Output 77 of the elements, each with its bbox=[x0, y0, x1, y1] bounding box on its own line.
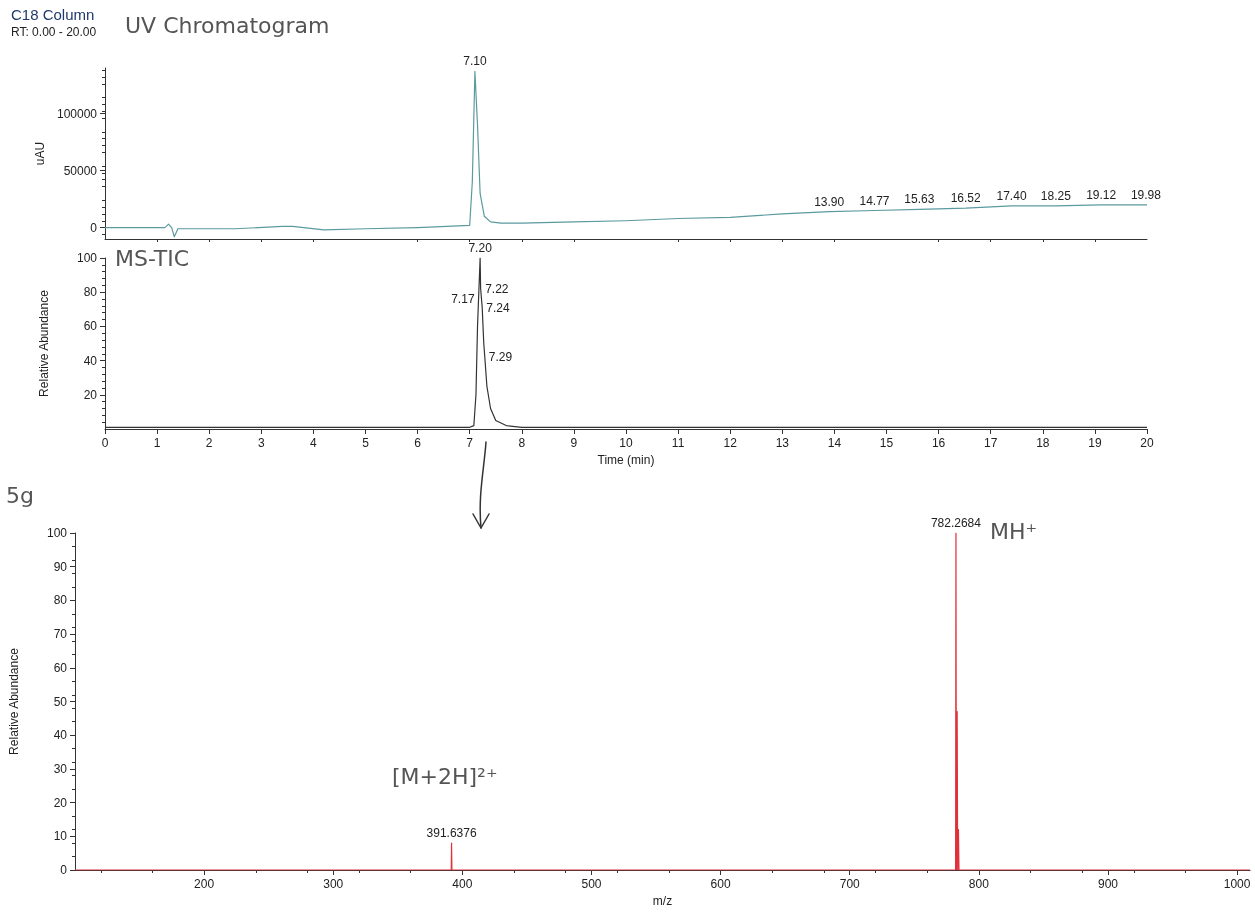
annotation: MH⁺ bbox=[990, 518, 1038, 544]
y-tick-label: 100 bbox=[76, 251, 98, 265]
x-tick-label: 12 bbox=[723, 436, 738, 450]
x-tick-label: 17 bbox=[984, 436, 998, 450]
x-axis-title: Time (min) bbox=[597, 452, 655, 467]
y-tick-label: 60 bbox=[83, 319, 98, 334]
annotation: 7.24 bbox=[486, 300, 510, 315]
annotation: 782.2684 bbox=[930, 516, 982, 530]
y-tick-label: 30 bbox=[53, 761, 68, 776]
annotation: 7.20 bbox=[468, 241, 493, 255]
x-tick-label: 18 bbox=[1036, 436, 1050, 450]
text: 5g bbox=[6, 482, 34, 508]
y-tick-label: 20 bbox=[53, 795, 68, 810]
annotation: 18.25 bbox=[1040, 188, 1072, 203]
x-tick-label: 400 bbox=[452, 877, 473, 891]
x-tick-label: 16 bbox=[931, 436, 946, 450]
y-tick-label: 70 bbox=[53, 627, 68, 642]
y-tick-label: 100 bbox=[46, 526, 68, 540]
x-tick-label: 600 bbox=[710, 877, 731, 891]
x-tick-label: 11 bbox=[671, 436, 685, 450]
x-tick-label: 15 bbox=[879, 436, 894, 450]
y-tick-label: 80 bbox=[53, 593, 68, 608]
y-axis-title: Relative Abundance bbox=[7, 647, 21, 755]
x-tick-label: 1000 bbox=[1223, 877, 1251, 891]
x-tick-label: 0 bbox=[101, 436, 109, 450]
y-tick-label: 60 bbox=[53, 660, 68, 675]
y-tick-label: 50 bbox=[53, 694, 68, 709]
y-tick-label: 40 bbox=[83, 353, 98, 368]
x-tick-label: 300 bbox=[323, 877, 344, 891]
x-tick-label: 900 bbox=[1097, 877, 1119, 891]
y-tick-label: 0 bbox=[60, 863, 68, 877]
x-tick-label: 14 bbox=[827, 436, 842, 450]
y-axis-title: Relative Abundance bbox=[37, 289, 51, 397]
x-tick-label: 7 bbox=[466, 436, 474, 450]
x-tick-label: 10 bbox=[619, 436, 633, 450]
x-tick-label: 20 bbox=[1140, 436, 1154, 450]
x-tick-label: 8 bbox=[518, 436, 526, 450]
y-tick-label: 10 bbox=[53, 829, 68, 844]
text: UV Chromatogram bbox=[125, 12, 330, 38]
y-tick-label: 40 bbox=[53, 728, 68, 743]
annotation: 16.52 bbox=[950, 191, 982, 206]
annotation: 19.12 bbox=[1086, 187, 1117, 202]
x-tick-label: 3 bbox=[257, 436, 265, 450]
y-tick-label: 0 bbox=[90, 220, 98, 235]
y-tick-label: 50000 bbox=[63, 163, 98, 178]
annotation: 15.63 bbox=[904, 192, 935, 207]
x-tick-label: 2 bbox=[205, 436, 213, 450]
annotation: 7.29 bbox=[488, 350, 513, 365]
x-tick-label: 4 bbox=[310, 436, 318, 450]
y-tick-label: 20 bbox=[83, 387, 98, 402]
annotation: MS-TIC bbox=[115, 245, 190, 271]
y-tick-label: 100000 bbox=[56, 106, 98, 121]
annotation: [M+2H]²⁺ bbox=[392, 763, 498, 789]
annotation: 13.90 bbox=[814, 194, 845, 209]
chart-subtitle: RT: 0.00 - 20.00 bbox=[11, 25, 97, 39]
annotation: 19.98 bbox=[1130, 187, 1162, 202]
x-tick-label: 500 bbox=[581, 877, 602, 891]
annotation: 7.22 bbox=[485, 281, 509, 296]
annotation: 14.77 bbox=[859, 193, 890, 208]
x-tick-label: 1 bbox=[153, 436, 161, 450]
x-tick-label: 19 bbox=[1088, 436, 1102, 450]
chart-title: C18 Column bbox=[11, 6, 95, 23]
annotation: 7.10 bbox=[463, 54, 487, 69]
x-tick-label: 200 bbox=[194, 877, 215, 891]
annotation: 7.17 bbox=[451, 292, 475, 307]
x-tick-label: 700 bbox=[839, 877, 861, 891]
annotation: 17.40 bbox=[996, 188, 1027, 203]
x-tick-label: 13 bbox=[775, 436, 790, 450]
x-tick-label: 5 bbox=[362, 436, 370, 450]
x-tick-label: 800 bbox=[968, 877, 990, 891]
annotation: 391.6376 bbox=[426, 826, 477, 841]
x-tick-label: 9 bbox=[570, 436, 578, 450]
y-tick-label: 90 bbox=[53, 559, 68, 574]
y-axis-title: uAU bbox=[33, 141, 48, 166]
x-axis-title: m/z bbox=[652, 893, 673, 908]
y-tick-label: 80 bbox=[83, 285, 98, 300]
x-tick-label: 6 bbox=[414, 436, 422, 450]
